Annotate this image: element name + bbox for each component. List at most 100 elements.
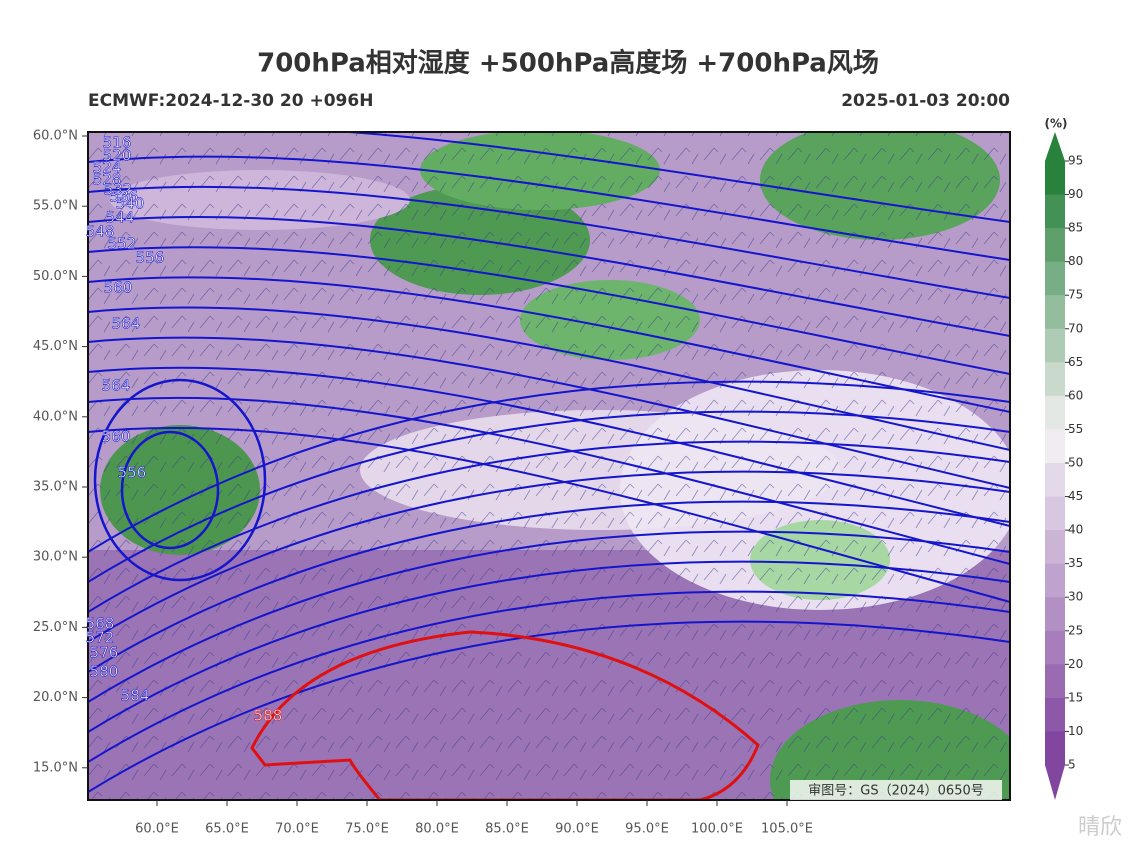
colorbar-segment: [1045, 261, 1065, 296]
height-contour: [88, 216, 1010, 337]
height-contour: [88, 336, 1010, 489]
height-contour: [88, 590, 1010, 763]
colorbar-label: 95: [1068, 154, 1083, 168]
valid-time: 2025-01-03 20:00: [841, 91, 1010, 111]
lon-label: 65.0°E: [205, 822, 249, 837]
contour-label: 524: [93, 159, 122, 177]
colorbar-segment: [1045, 328, 1065, 363]
lon-label: 85.0°E: [485, 822, 529, 837]
contour-label: 568: [86, 615, 115, 633]
contour-label: 564: [112, 315, 141, 333]
height-contour: [88, 366, 1010, 527]
contour-label: 552: [108, 235, 137, 253]
colorbar-segment: [1045, 395, 1065, 430]
contour-label: 516: [103, 134, 132, 152]
colorbar-label: 30: [1068, 590, 1083, 604]
lon-label: 70.0°E: [275, 822, 319, 837]
colorbar-segment: [1045, 664, 1065, 699]
contour-label: 532: [104, 181, 133, 199]
colorbar-label: 15: [1068, 690, 1083, 704]
height-contour: [88, 155, 1010, 261]
approval-box: [790, 780, 1002, 800]
watermark: 晴欣: [1078, 815, 1122, 840]
run-time: ECMWF:2024-12-30 20 +096H: [88, 91, 373, 111]
colorbar-unit: (%): [1045, 117, 1068, 131]
height-contour: [88, 470, 1010, 643]
contour-label: 536: [110, 188, 139, 206]
contour-label: 544: [106, 209, 135, 227]
colorbar-segment: [1045, 228, 1065, 263]
contour-label: 556: [118, 464, 147, 482]
approval-number: 审图号：GS（2024）0650号: [808, 784, 984, 799]
map-field: [88, 132, 1010, 800]
height-contour: [88, 132, 1010, 223]
colorbar-label: 85: [1068, 221, 1083, 235]
map-frame: [87, 131, 1011, 801]
colorbar-label: 5: [1068, 758, 1076, 772]
lat-label: 55.0°N: [33, 199, 78, 214]
height-contour: [88, 620, 1010, 793]
colorbar-segment: [1045, 362, 1065, 397]
height-contour: [88, 427, 1010, 603]
colorbar-label: 50: [1068, 456, 1083, 470]
lat-label: 60.0°N: [33, 129, 78, 144]
contour-label: 520: [103, 147, 132, 165]
lat-label: 50.0°N: [33, 269, 78, 284]
title: 700hPa相对湿度 +500hPa高度场 +700hPa风场: [257, 48, 879, 79]
colorbar-label: 35: [1068, 556, 1083, 570]
contour-label: 556: [136, 249, 165, 267]
colorbar-segment: [1045, 630, 1065, 665]
colorbar-label: 25: [1068, 623, 1083, 637]
contour-label: 584: [121, 687, 150, 705]
colorbar-label: 60: [1068, 388, 1083, 402]
lon-label: 95.0°E: [625, 822, 669, 837]
height-contour: [88, 396, 1010, 565]
height-contour: [88, 246, 1010, 375]
colorbar-label: 55: [1068, 422, 1083, 436]
height-contour: [88, 380, 1010, 553]
colorbar-segment: [1045, 463, 1065, 498]
colorbar-segment: [1045, 496, 1065, 531]
contour-label: 576: [90, 644, 119, 662]
colorbar-segment: [1045, 731, 1065, 766]
colorbar: 95 90 85 80 75 70 65 60 55 50 45 40 35 30 25 20 15 10 5: [1045, 132, 1083, 800]
height-contour: [88, 440, 1010, 613]
contour-label: 560: [102, 428, 131, 446]
contour-label: 564: [102, 377, 131, 395]
colorbar-segment: [1045, 295, 1065, 330]
colorbar-label: 65: [1068, 355, 1083, 369]
height-contour: [88, 560, 1010, 733]
lon-label: 105.0°E: [761, 822, 813, 837]
height-contour: [88, 185, 1010, 299]
lon-label: 90.0°E: [555, 822, 599, 837]
colorbar-label: 20: [1068, 657, 1083, 671]
height-contour: [88, 276, 1010, 413]
colorbar-segment: [1045, 563, 1065, 598]
contour-label: 588: [254, 707, 283, 725]
colorbar-top: [1045, 132, 1065, 161]
colorbar-segment: [1045, 597, 1065, 632]
colorbar-label: 90: [1068, 187, 1083, 201]
colorbar-label: 80: [1068, 254, 1083, 268]
lon-label: 80.0°E: [415, 822, 459, 837]
lat-label: 45.0°N: [33, 339, 78, 354]
colorbar-label: 75: [1068, 288, 1083, 302]
colorbar-label: 10: [1068, 724, 1083, 738]
contour-label: 580: [90, 663, 119, 681]
lat-label: 20.0°N: [33, 690, 78, 705]
height-contour: [88, 410, 1010, 583]
contour-label: 560: [104, 279, 133, 297]
colorbar-label: 40: [1068, 523, 1083, 537]
contour-label: 548: [86, 223, 115, 241]
lat-label: 25.0°N: [33, 620, 78, 635]
colorbar-segment: [1045, 530, 1065, 565]
height-contour: [88, 530, 1010, 703]
colorbar-segment: [1045, 429, 1065, 464]
lon-label: 75.0°E: [345, 822, 389, 837]
colorbar-segment: [1045, 697, 1065, 732]
colorbar-label: 45: [1068, 489, 1083, 503]
height-contour: [88, 500, 1010, 673]
lat-label: 15.0°N: [33, 760, 78, 775]
